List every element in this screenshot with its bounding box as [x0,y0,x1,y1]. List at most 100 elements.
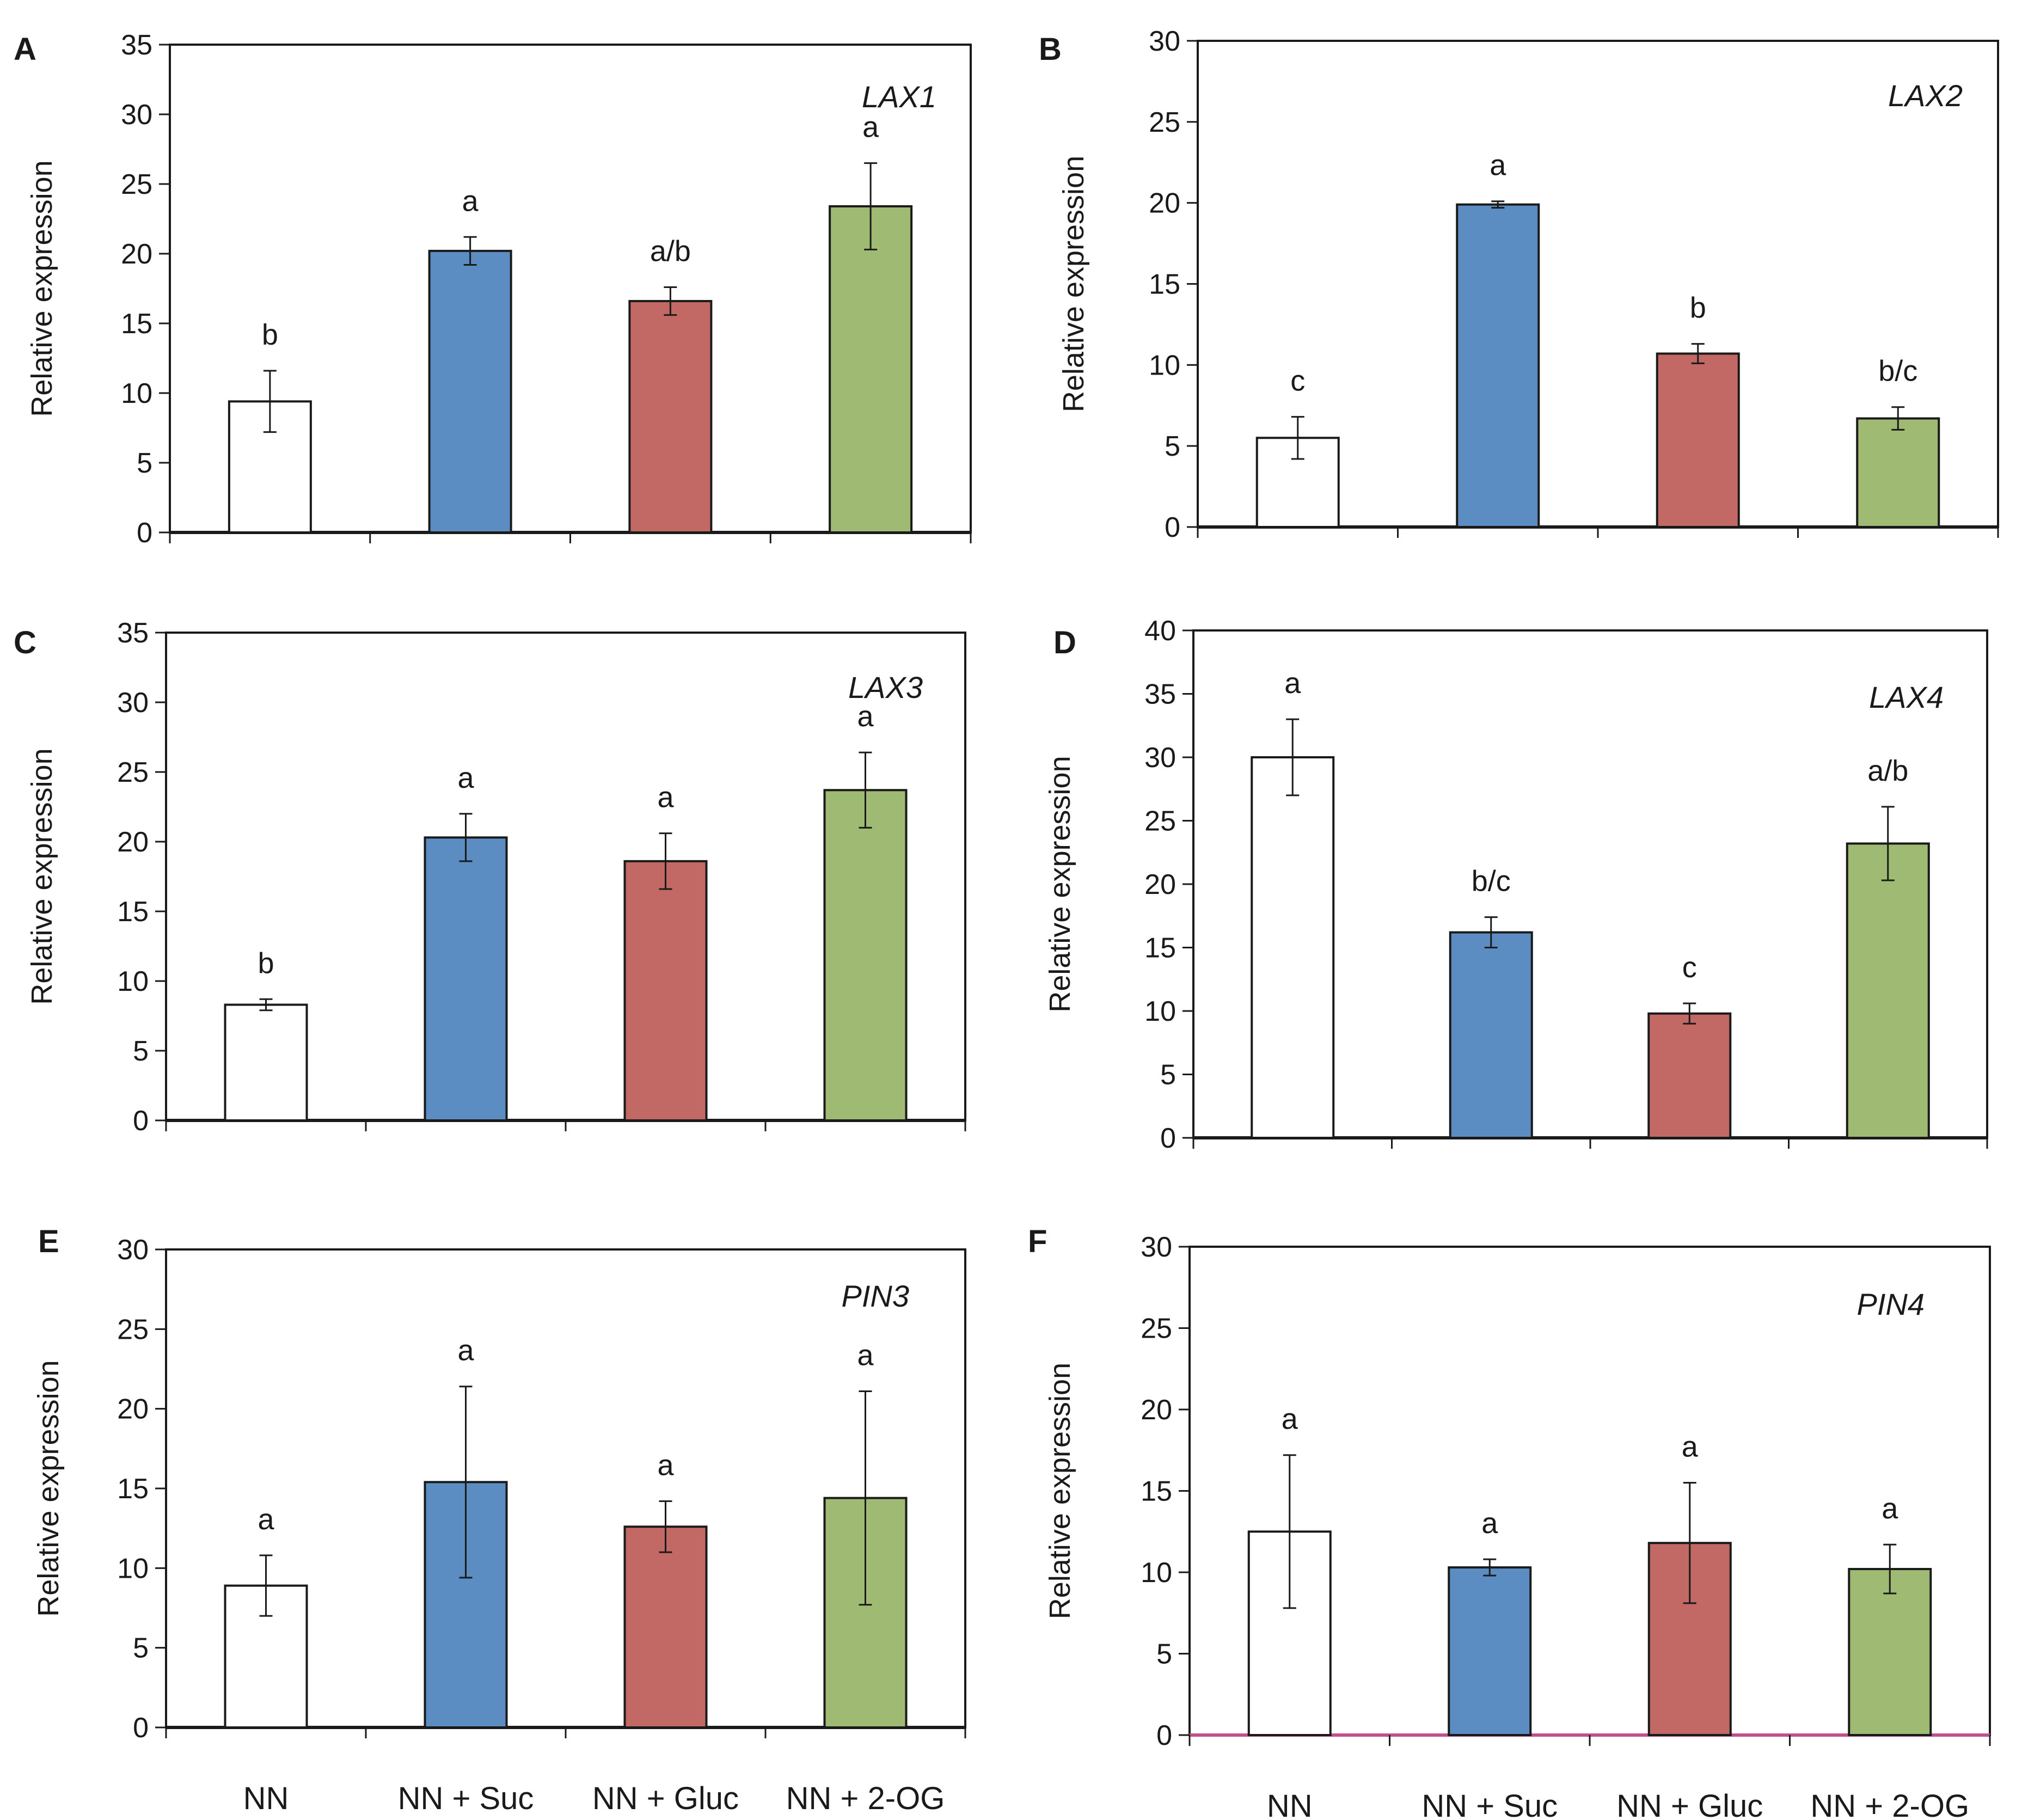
y-tick-label-b-5: 25 [1149,107,1180,138]
gene-label-c: LAX3 [848,670,923,704]
y-tick-label-b-3: 15 [1149,269,1180,301]
y-tick-label-b-4: 20 [1149,188,1180,219]
significance-label-d-0: a [1284,667,1301,700]
bar-a-3 [829,205,913,534]
y-axis-label-d: Relative expression [1044,756,1076,1012]
significance-label-e-2: a [657,1449,674,1481]
y-tick-label-d-4: 20 [1144,869,1176,900]
y-tick-label-f-1: 5 [1156,1639,1172,1670]
bar-d-3 [1846,842,1930,1139]
y-axis-label-f: Relative expression [1044,1363,1076,1619]
category-label-f-1: NN + Suc [1421,1788,1558,1820]
y-tick-label-b-0: 0 [1165,512,1180,543]
y-tick-label-c-6: 30 [117,687,149,719]
bar-d-2 [1647,1012,1732,1139]
significance-label-c-3: a [857,700,874,733]
y-tick-label-e-6: 30 [117,1234,149,1266]
significance-label-c-0: b [258,947,274,979]
significance-label-b-2: b [1690,292,1706,324]
panel-letter-b: B [1039,32,1062,67]
y-tick-label-d-8: 40 [1144,615,1176,647]
y-tick-label-a-7: 35 [121,29,152,61]
panel-letter-d: D [1053,625,1076,660]
gene-label-a: LAX1 [862,79,936,114]
y-tick-label-e-4: 20 [117,1394,149,1425]
y-axis-label-b: Relative expression [1057,156,1090,412]
bar-e-2 [623,1525,708,1729]
y-tick-label-e-2: 10 [117,1553,149,1584]
significance-label-b-0: c [1290,365,1305,397]
y-tick-label-d-5: 25 [1144,806,1176,837]
significance-label-f-0: a [1282,1403,1298,1436]
panel-b: 0 5 10 15 20 25 30 Relative expression B LAX2 c a b b… [1039,26,1999,543]
significance-label-f-1: a [1481,1507,1498,1540]
panel-e: 0 5 10 15 20 25 30 Relative expression E PIN3 a NN a… [32,1224,966,1816]
gene-label-e: PIN3 [842,1279,910,1313]
significance-label-a-0: b [262,318,278,351]
y-tick-label-b-6: 30 [1149,26,1180,57]
significance-label-a-3: a [862,111,879,144]
bar-c-0 [224,1003,308,1122]
bar-b-1 [1456,203,1540,529]
panel-letter-f: F [1028,1224,1047,1259]
gene-label-b: LAX2 [1888,78,1963,113]
y-tick-label-a-1: 5 [137,448,152,479]
bar-c-2 [623,860,708,1122]
y-tick-label-f-4: 20 [1141,1394,1172,1426]
category-label-e-3: NN + 2-OG [786,1781,945,1816]
bar-a-1 [428,249,512,534]
gene-label-f: PIN4 [1857,1287,1925,1321]
significance-label-e-0: a [258,1503,274,1536]
bar-c-3 [823,789,908,1122]
y-tick-label-d-2: 10 [1144,996,1176,1027]
panel-letter-c: C [14,625,36,660]
panel-letter-e: E [38,1224,59,1259]
y-tick-label-a-2: 10 [121,378,152,409]
y-tick-label-c-3: 15 [117,896,149,928]
y-tick-label-c-2: 10 [117,966,149,997]
panel-d: 0 5 10 15 20 25 30 35 40 Relative expression D LAX4… [1044,615,1988,1154]
panel-a: 0 5 10 15 20 25 30 35 Relative expression A LAX1 b a… [14,29,972,549]
significance-label-f-3: a [1882,1492,1898,1525]
bar-f-3 [1848,1568,1932,1737]
y-tick-label-f-3: 15 [1141,1476,1172,1508]
y-tick-label-d-6: 30 [1144,742,1176,774]
significance-label-d-1: b/c [1472,865,1511,898]
panel-f: 0 5 10 15 20 25 30 Relative expression F PIN4 a NN a… [1028,1224,1991,1820]
significance-label-e-1: a [457,1334,474,1367]
category-label-e-0: NN [243,1781,289,1816]
panel-c: 0 5 10 15 20 25 30 35 Relative expression C LAX3 b a… [14,617,966,1137]
y-tick-label-a-6: 30 [121,99,152,131]
y-tick-label-d-1: 5 [1160,1059,1176,1091]
significance-label-a-1: a [462,185,479,217]
y-tick-label-e-5: 25 [117,1314,149,1345]
y-tick-label-c-4: 20 [117,826,149,858]
significance-label-f-2: a [1682,1431,1699,1463]
y-tick-label-a-5: 25 [121,169,152,200]
y-axis-label-e: Relative expression [32,1360,65,1616]
y-tick-label-f-6: 30 [1141,1231,1172,1263]
y-tick-label-c-5: 25 [117,757,149,788]
panel-letter-a: A [14,32,36,67]
bar-d-1 [1449,931,1533,1139]
y-tick-label-c-1: 5 [133,1035,149,1067]
significance-label-b-3: b/c [1878,355,1917,388]
y-tick-label-c-7: 35 [117,617,149,649]
significance-label-b-1: a [1490,149,1506,182]
y-tick-label-d-3: 15 [1144,933,1176,964]
y-tick-label-f-0: 0 [1156,1720,1172,1751]
significance-label-e-3: a [857,1339,874,1371]
y-tick-label-d-7: 35 [1144,679,1176,710]
bar-b-2 [1656,352,1740,528]
y-tick-label-a-3: 15 [121,308,152,340]
category-label-f-2: NN + Gluc [1616,1788,1763,1820]
y-tick-label-f-5: 25 [1141,1313,1172,1345]
significance-label-d-3: a/b [1867,755,1908,787]
y-tick-label-f-2: 10 [1141,1557,1172,1589]
y-tick-label-e-1: 5 [133,1633,149,1664]
significance-label-c-2: a [657,781,674,814]
y-tick-label-b-1: 5 [1165,431,1180,462]
y-tick-label-a-4: 20 [121,238,152,270]
y-tick-label-a-0: 0 [137,517,152,549]
bar-b-3 [1856,417,1940,529]
